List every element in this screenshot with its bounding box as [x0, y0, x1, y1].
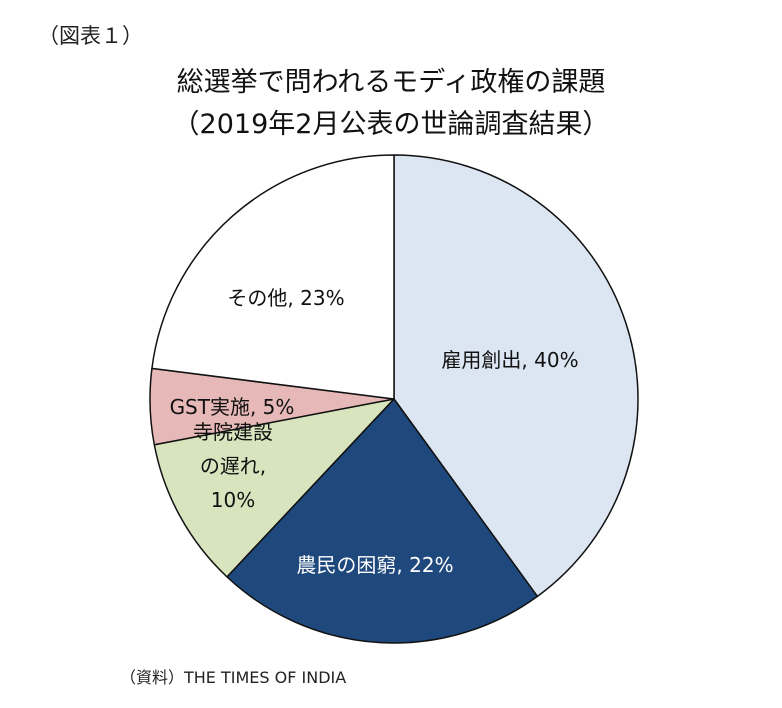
source-note: （資料）THE TIMES OF INDIA: [120, 668, 347, 687]
pie-slice-label: 雇用創出, 40%: [441, 348, 578, 372]
pie-slice-label: その他, 23%: [227, 286, 344, 310]
pie-slice-label: 農民の困窮, 22%: [296, 553, 453, 577]
pie-slice: [393, 154, 639, 598]
pie-slice-label: 寺院建設: [193, 420, 273, 444]
pie-slice: [153, 398, 395, 578]
chart-subtitle: （2019年2月公表の世論調査結果）: [172, 109, 610, 140]
pie-slice-label: 10%: [211, 488, 255, 512]
pie-slice: [226, 398, 539, 644]
pie-slice-label: の遅れ,: [200, 454, 266, 478]
figure-label: （図表１）: [38, 24, 143, 48]
pie-slices: [149, 154, 639, 644]
pie-slice-label: GST実施, 5%: [170, 395, 295, 419]
chart-title: 総選挙で問われるモディ政権の課題: [176, 67, 606, 98]
pie-slice: [151, 154, 395, 400]
